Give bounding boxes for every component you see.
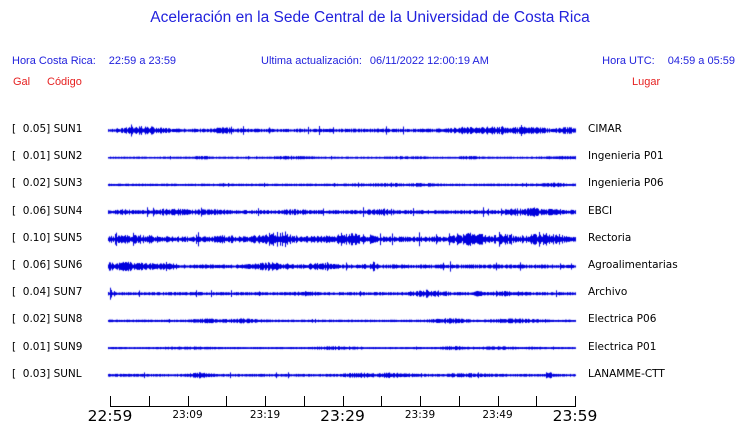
column-header-codigo: Código xyxy=(47,76,82,88)
hora-utc-label: Hora UTC: xyxy=(602,55,655,67)
axis-tick xyxy=(536,396,537,406)
station-gal-code-label: [ 0.05] SUN1 xyxy=(12,123,83,135)
axis-tick-label: 23:09 xyxy=(172,409,203,421)
station-location-label: Ingenieria P01 xyxy=(588,150,664,163)
station-gal-code-label: [ 0.01] SUN9 xyxy=(12,340,83,353)
column-header-gal: Gal xyxy=(13,76,31,88)
station-gal-code-label: [ 0.02] SUN8 xyxy=(12,313,83,326)
axis-tick xyxy=(304,396,305,406)
hora-costa-rica-value: 22:59 a 23:59 xyxy=(108,55,177,67)
hora-utc-value: 04:59 a 05:59 xyxy=(667,55,735,67)
ultima-actualizacion-label: Ultima actualización: xyxy=(261,55,362,67)
axis-tick-label: 23:59 xyxy=(552,407,598,423)
axis-tick-label: 23:19 xyxy=(249,409,281,421)
station-location-label: Ingenieria P06 xyxy=(588,177,664,190)
axis-tick-label: 22:59 xyxy=(87,407,133,423)
station-location-label: Electrica P06 xyxy=(588,313,657,326)
axis-tick xyxy=(149,396,150,406)
axis-tick-label: 23:39 xyxy=(404,409,436,421)
axis-tick xyxy=(110,396,111,406)
axis-tick xyxy=(420,396,421,406)
axis-tick xyxy=(343,396,344,406)
station-gal-code-label: [ 0.04] SUN7 xyxy=(12,286,83,299)
station-location-label: Archivo xyxy=(588,286,628,299)
station-location-label: Rectoria xyxy=(588,231,632,244)
hora-costa-rica: Hora Costa Rica: 22:59 a 23:59 xyxy=(12,55,176,67)
page-title: Aceleración en la Sede Central de la Uni… xyxy=(150,9,590,26)
station-gal-code-label: [ 0.03] SUNL xyxy=(12,367,82,380)
station-gal-code-label: [ 0.02] SUN3 xyxy=(12,177,83,190)
axis-tick xyxy=(459,396,460,406)
axis-tick xyxy=(498,396,499,406)
station-location-label: EBCI xyxy=(588,204,613,217)
station-location-label: Electrica P01 xyxy=(588,340,657,353)
axis-tick xyxy=(575,396,576,406)
station-location-label: LANAMME-CTT xyxy=(588,367,665,380)
hora-utc: Hora UTC: 04:59 a 05:59 xyxy=(602,55,735,67)
station-location-label: CIMAR xyxy=(588,123,622,135)
ultima-actualizacion: Ultima actualización: 06/11/2022 12:00:19… xyxy=(261,55,489,67)
station-gal-code-label: [ 0.10] SUN5 xyxy=(12,231,83,244)
station-gal-code-label: [ 0.06] SUN4 xyxy=(12,204,83,217)
hora-costa-rica-label: Hora Costa Rica: xyxy=(12,55,96,67)
axis-tick xyxy=(265,396,266,406)
axis-tick xyxy=(188,396,189,406)
station-gal-code-label: [ 0.06] SUN6 xyxy=(12,259,83,271)
time-axis-line xyxy=(110,406,576,407)
station-gal-code-label: [ 0.01] SUN2 xyxy=(12,150,83,163)
column-header-lugar: Lugar xyxy=(632,76,661,88)
station-location-label: Agroalimentarias xyxy=(588,259,678,271)
axis-tick-label: 23:49 xyxy=(482,409,513,421)
ultima-actualizacion-value: 06/11/2022 12:00:19 AM xyxy=(369,55,489,67)
axis-tick xyxy=(226,396,227,406)
axis-tick-label: 23:29 xyxy=(320,407,365,423)
axis-tick xyxy=(381,396,382,406)
